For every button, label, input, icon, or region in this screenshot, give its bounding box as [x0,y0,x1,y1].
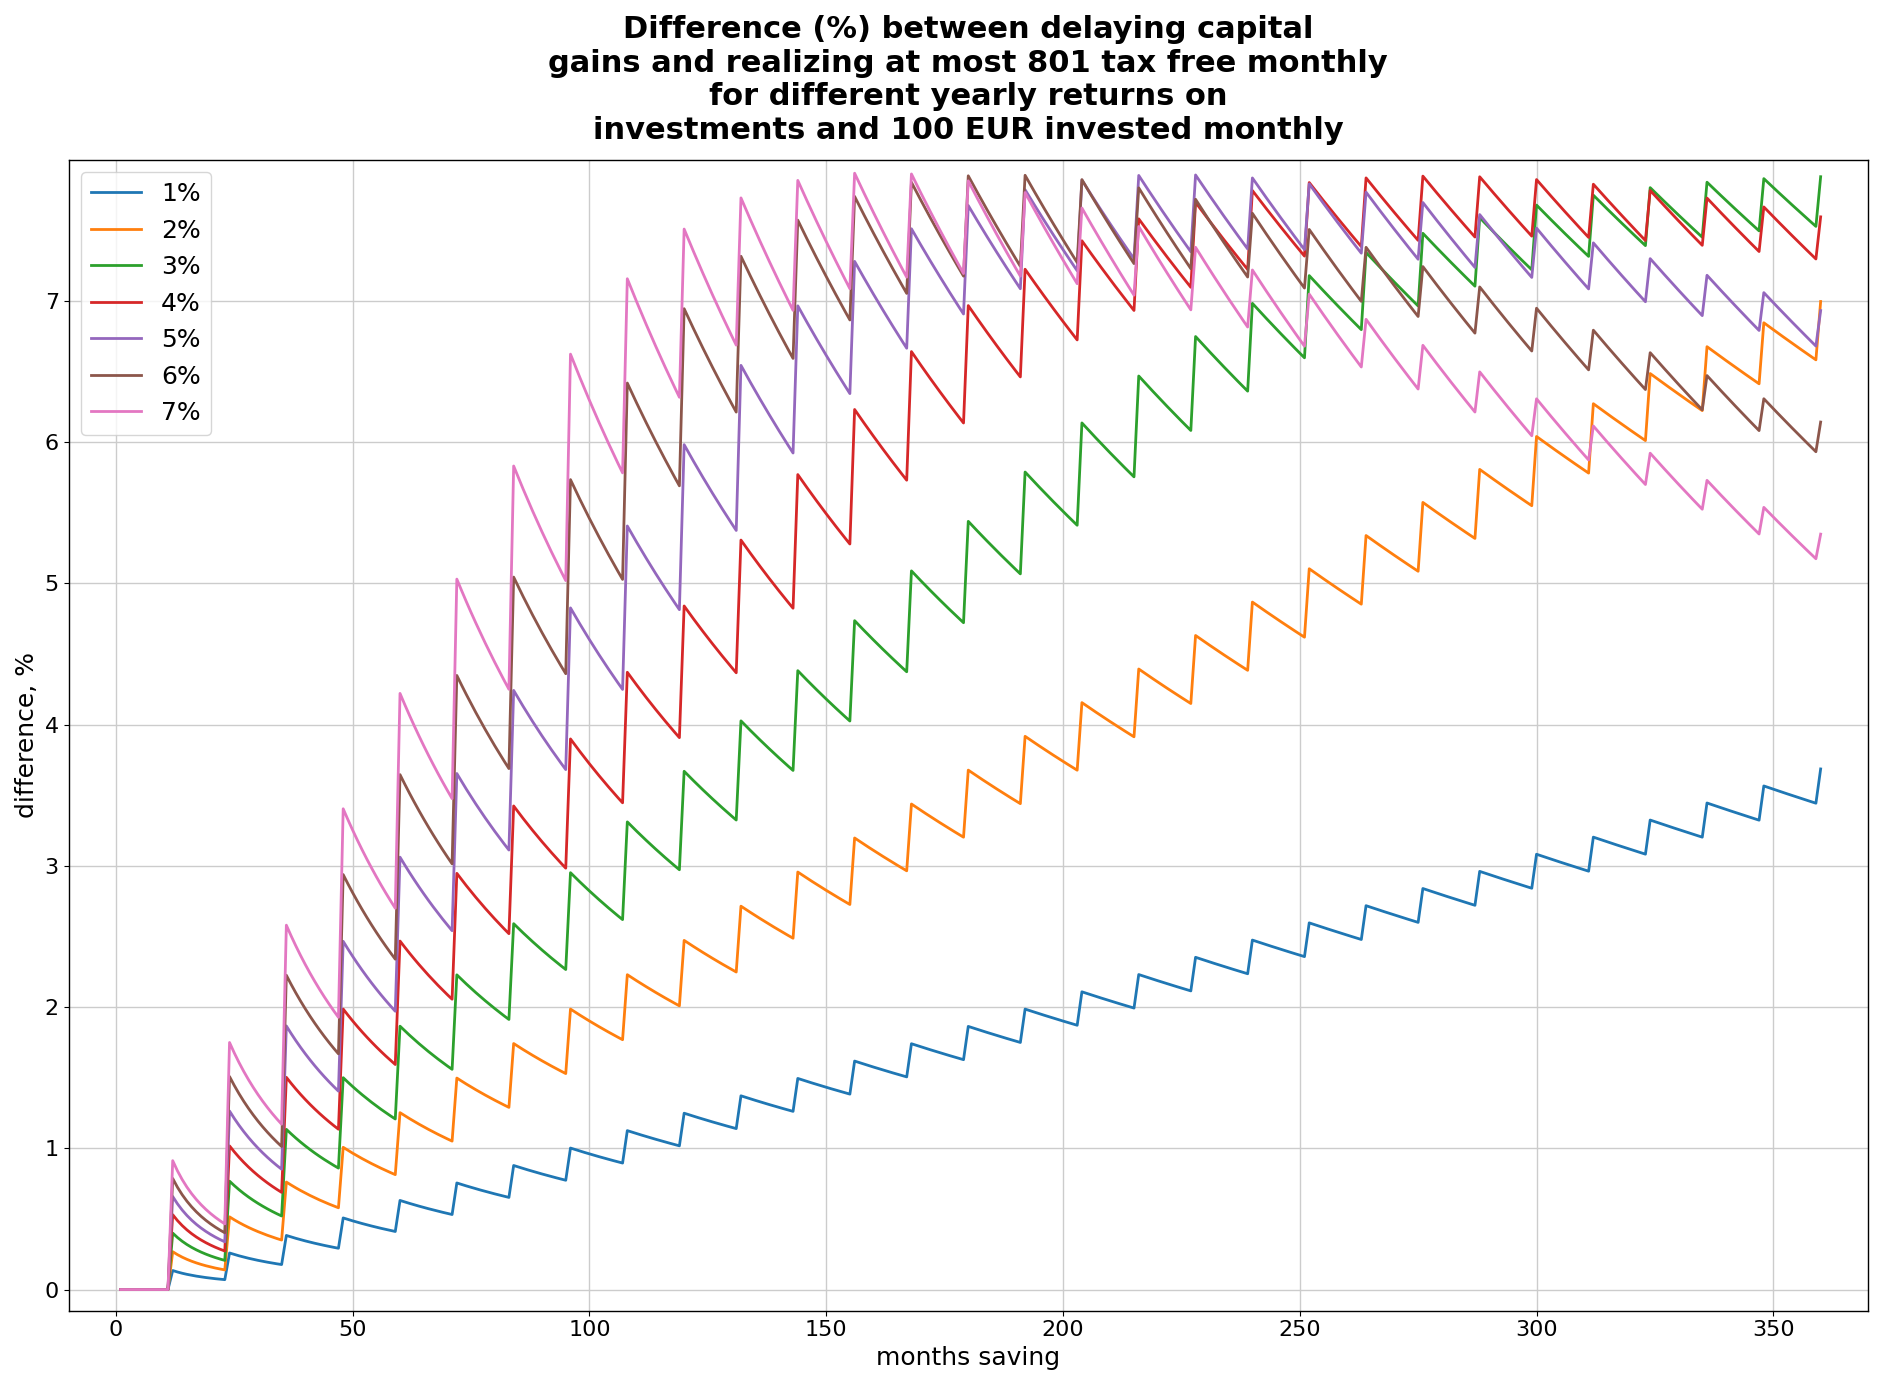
7% [700,287,723,303]
1% [1809,760,1831,777]
7% [615,270,638,287]
4% [1809,209,1831,226]
3% [109,1281,132,1298]
4% [1718,215,1741,231]
3% [672,763,694,780]
Line: 5%: 5% [120,175,1820,1289]
Legend: 1%, 2%, 3%, 4%, 5%, 6%, 7%: 1%, 2%, 3%, 4%, 5%, 6%, 7% [81,172,211,435]
7% [109,1281,132,1298]
2% [672,932,694,949]
1% [318,1238,341,1255]
1% [109,1281,132,1298]
1% [672,1105,694,1122]
1% [853,1055,875,1072]
5% [1809,302,1831,319]
Y-axis label: difference, %: difference, % [15,652,40,819]
5% [318,1073,341,1090]
2% [1809,294,1831,310]
4% [318,1114,341,1130]
4% [109,1281,132,1298]
Title: Difference (%) between delaying capital
gains and realizing at most 801 tax free: Difference (%) between delaying capital … [548,15,1387,145]
2% [1715,352,1737,368]
2% [318,1195,341,1212]
4% [615,663,638,680]
Line: 3%: 3% [120,177,1820,1289]
3% [1715,193,1737,209]
6% [1013,168,1035,184]
6% [853,206,875,223]
6% [672,301,694,317]
7% [318,996,341,1012]
3% [700,791,723,807]
1% [1715,801,1737,817]
5% [853,270,875,287]
7% [856,195,879,212]
Line: 6%: 6% [120,176,1820,1289]
3% [853,622,875,638]
7% [1718,497,1741,514]
5% [672,436,694,453]
4% [700,636,723,652]
3% [1809,169,1831,186]
1% [700,1114,723,1130]
5% [615,518,638,535]
Line: 1%: 1% [120,769,1820,1289]
X-axis label: months saving: months saving [875,1346,1060,1370]
2% [853,837,875,853]
2% [109,1281,132,1298]
6% [1809,414,1831,431]
7% [1809,526,1831,543]
6% [615,375,638,392]
7% [843,165,866,181]
5% [1718,292,1741,309]
4% [672,598,694,615]
6% [318,1035,341,1051]
2% [615,967,638,983]
5% [1184,166,1206,183]
Line: 7%: 7% [120,173,1820,1289]
Line: 2%: 2% [120,302,1820,1289]
3% [318,1154,341,1170]
5% [109,1281,132,1298]
6% [109,1281,132,1298]
4% [853,414,875,431]
6% [700,359,723,375]
3% [615,813,638,830]
4% [1412,168,1434,184]
5% [700,485,723,501]
6% [1718,393,1741,410]
1% [615,1122,638,1138]
7% [672,220,694,237]
2% [700,950,723,967]
Line: 4%: 4% [120,176,1820,1289]
